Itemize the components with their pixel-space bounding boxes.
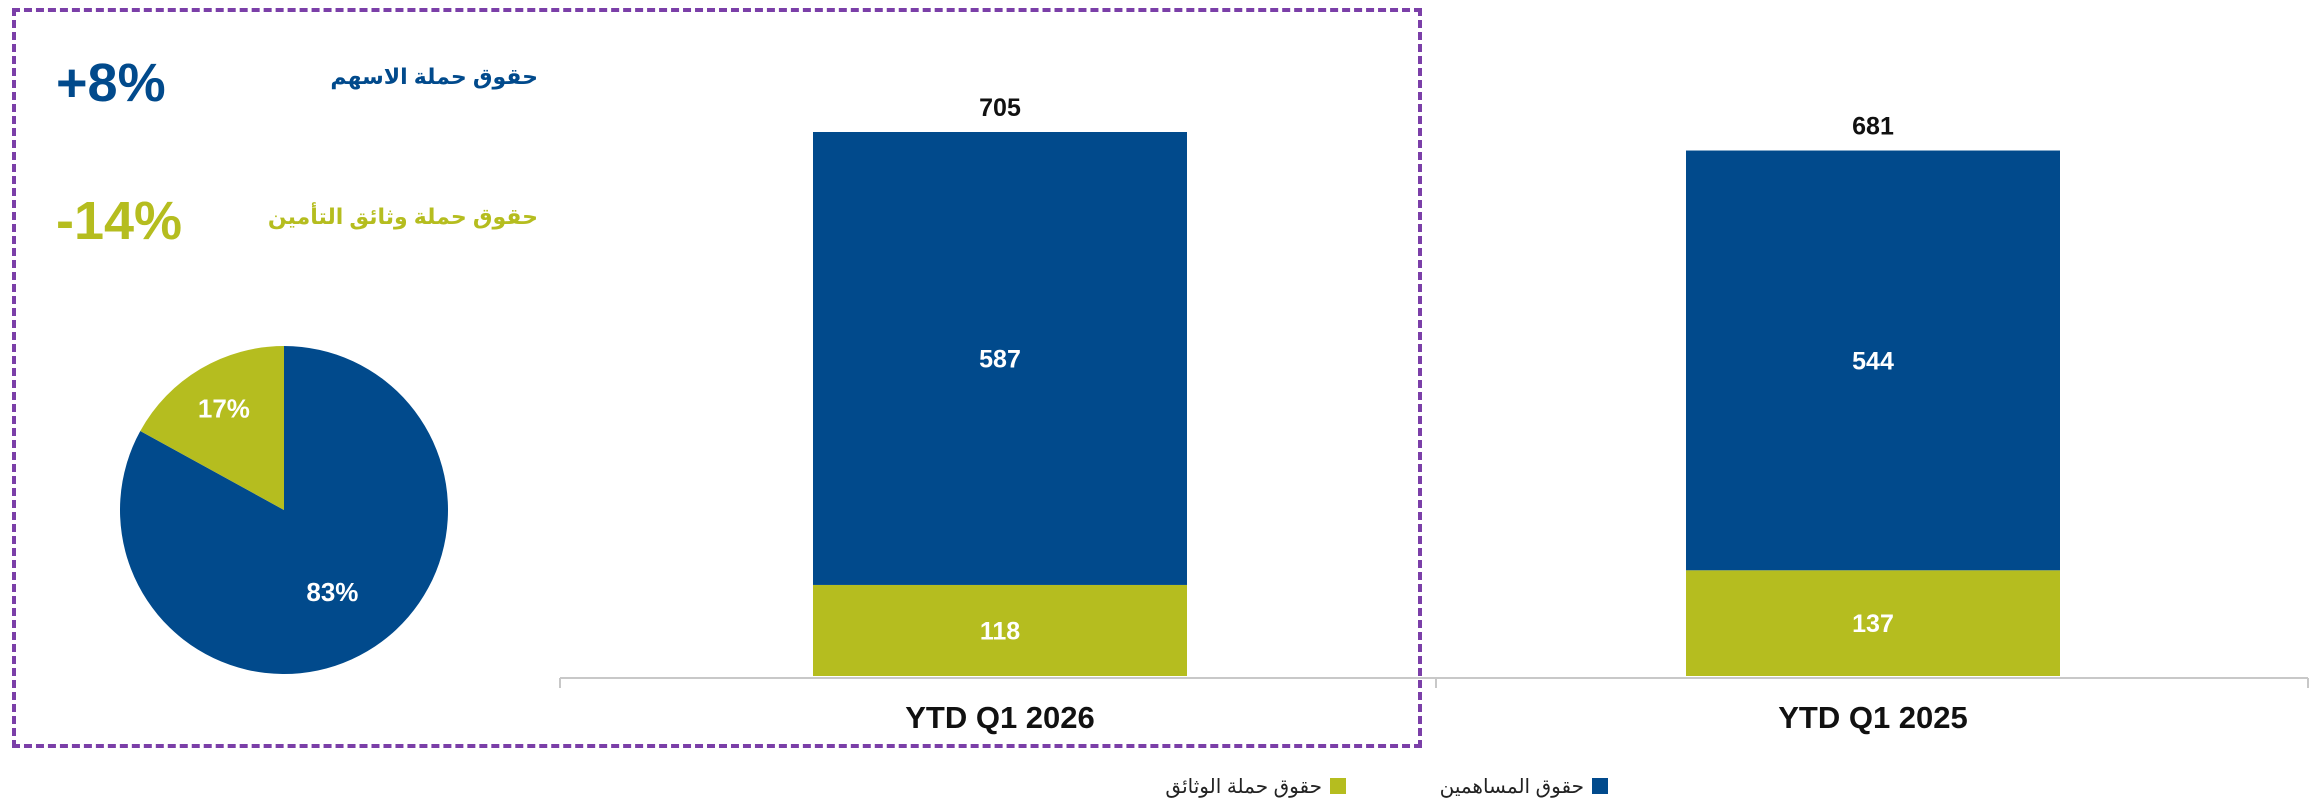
kpi-policyholders-label: حقوق حملة وثائق التأمين <box>267 204 538 229</box>
legend-item-policyholders: حقوق حملة الوثائق <box>1165 774 1346 798</box>
x-tick-label-0: YTD Q1 2026 <box>905 700 1095 735</box>
legend-label-shareholders: حقوق المساهمين <box>1439 775 1584 798</box>
legend-swatch-shareholders <box>1592 778 1608 794</box>
x-tick-label-1: YTD Q1 2025 <box>1778 700 1968 735</box>
bar-shareholders-1 <box>1686 150 2060 571</box>
pie-slice-policyholders <box>140 346 284 510</box>
bar-total-0: 705 <box>979 94 1021 122</box>
legend-label-policyholders: حقوق حملة الوثائق <box>1165 775 1322 798</box>
pie-label-policyholders: 17% <box>198 393 250 423</box>
legend-swatch-policyholders <box>1330 778 1346 794</box>
highlight-dashed-box <box>12 8 1422 748</box>
bar-shareholders-0 <box>813 132 1187 585</box>
bar-value-policyholders-0: 118 <box>980 617 1020 645</box>
bar-policyholders-0 <box>813 584 1187 676</box>
bar-value-shareholders-0: 587 <box>979 345 1021 373</box>
bar-total-1: 681 <box>1852 113 1894 141</box>
legend-item-shareholders: حقوق المساهمين <box>1440 774 1608 798</box>
kpi-shareholders-label: حقوق حملة الاسهم <box>330 64 538 89</box>
pie-label-shareholders: 83% <box>306 577 358 607</box>
kpi-policyholders-change: -14% <box>56 191 183 251</box>
bar-value-shareholders-1: 544 <box>1852 347 1894 375</box>
bar-policyholders-1 <box>1686 570 2060 676</box>
bar-value-policyholders-1: 137 <box>1852 610 1894 638</box>
kpi-shareholders-change: +8% <box>56 53 166 113</box>
